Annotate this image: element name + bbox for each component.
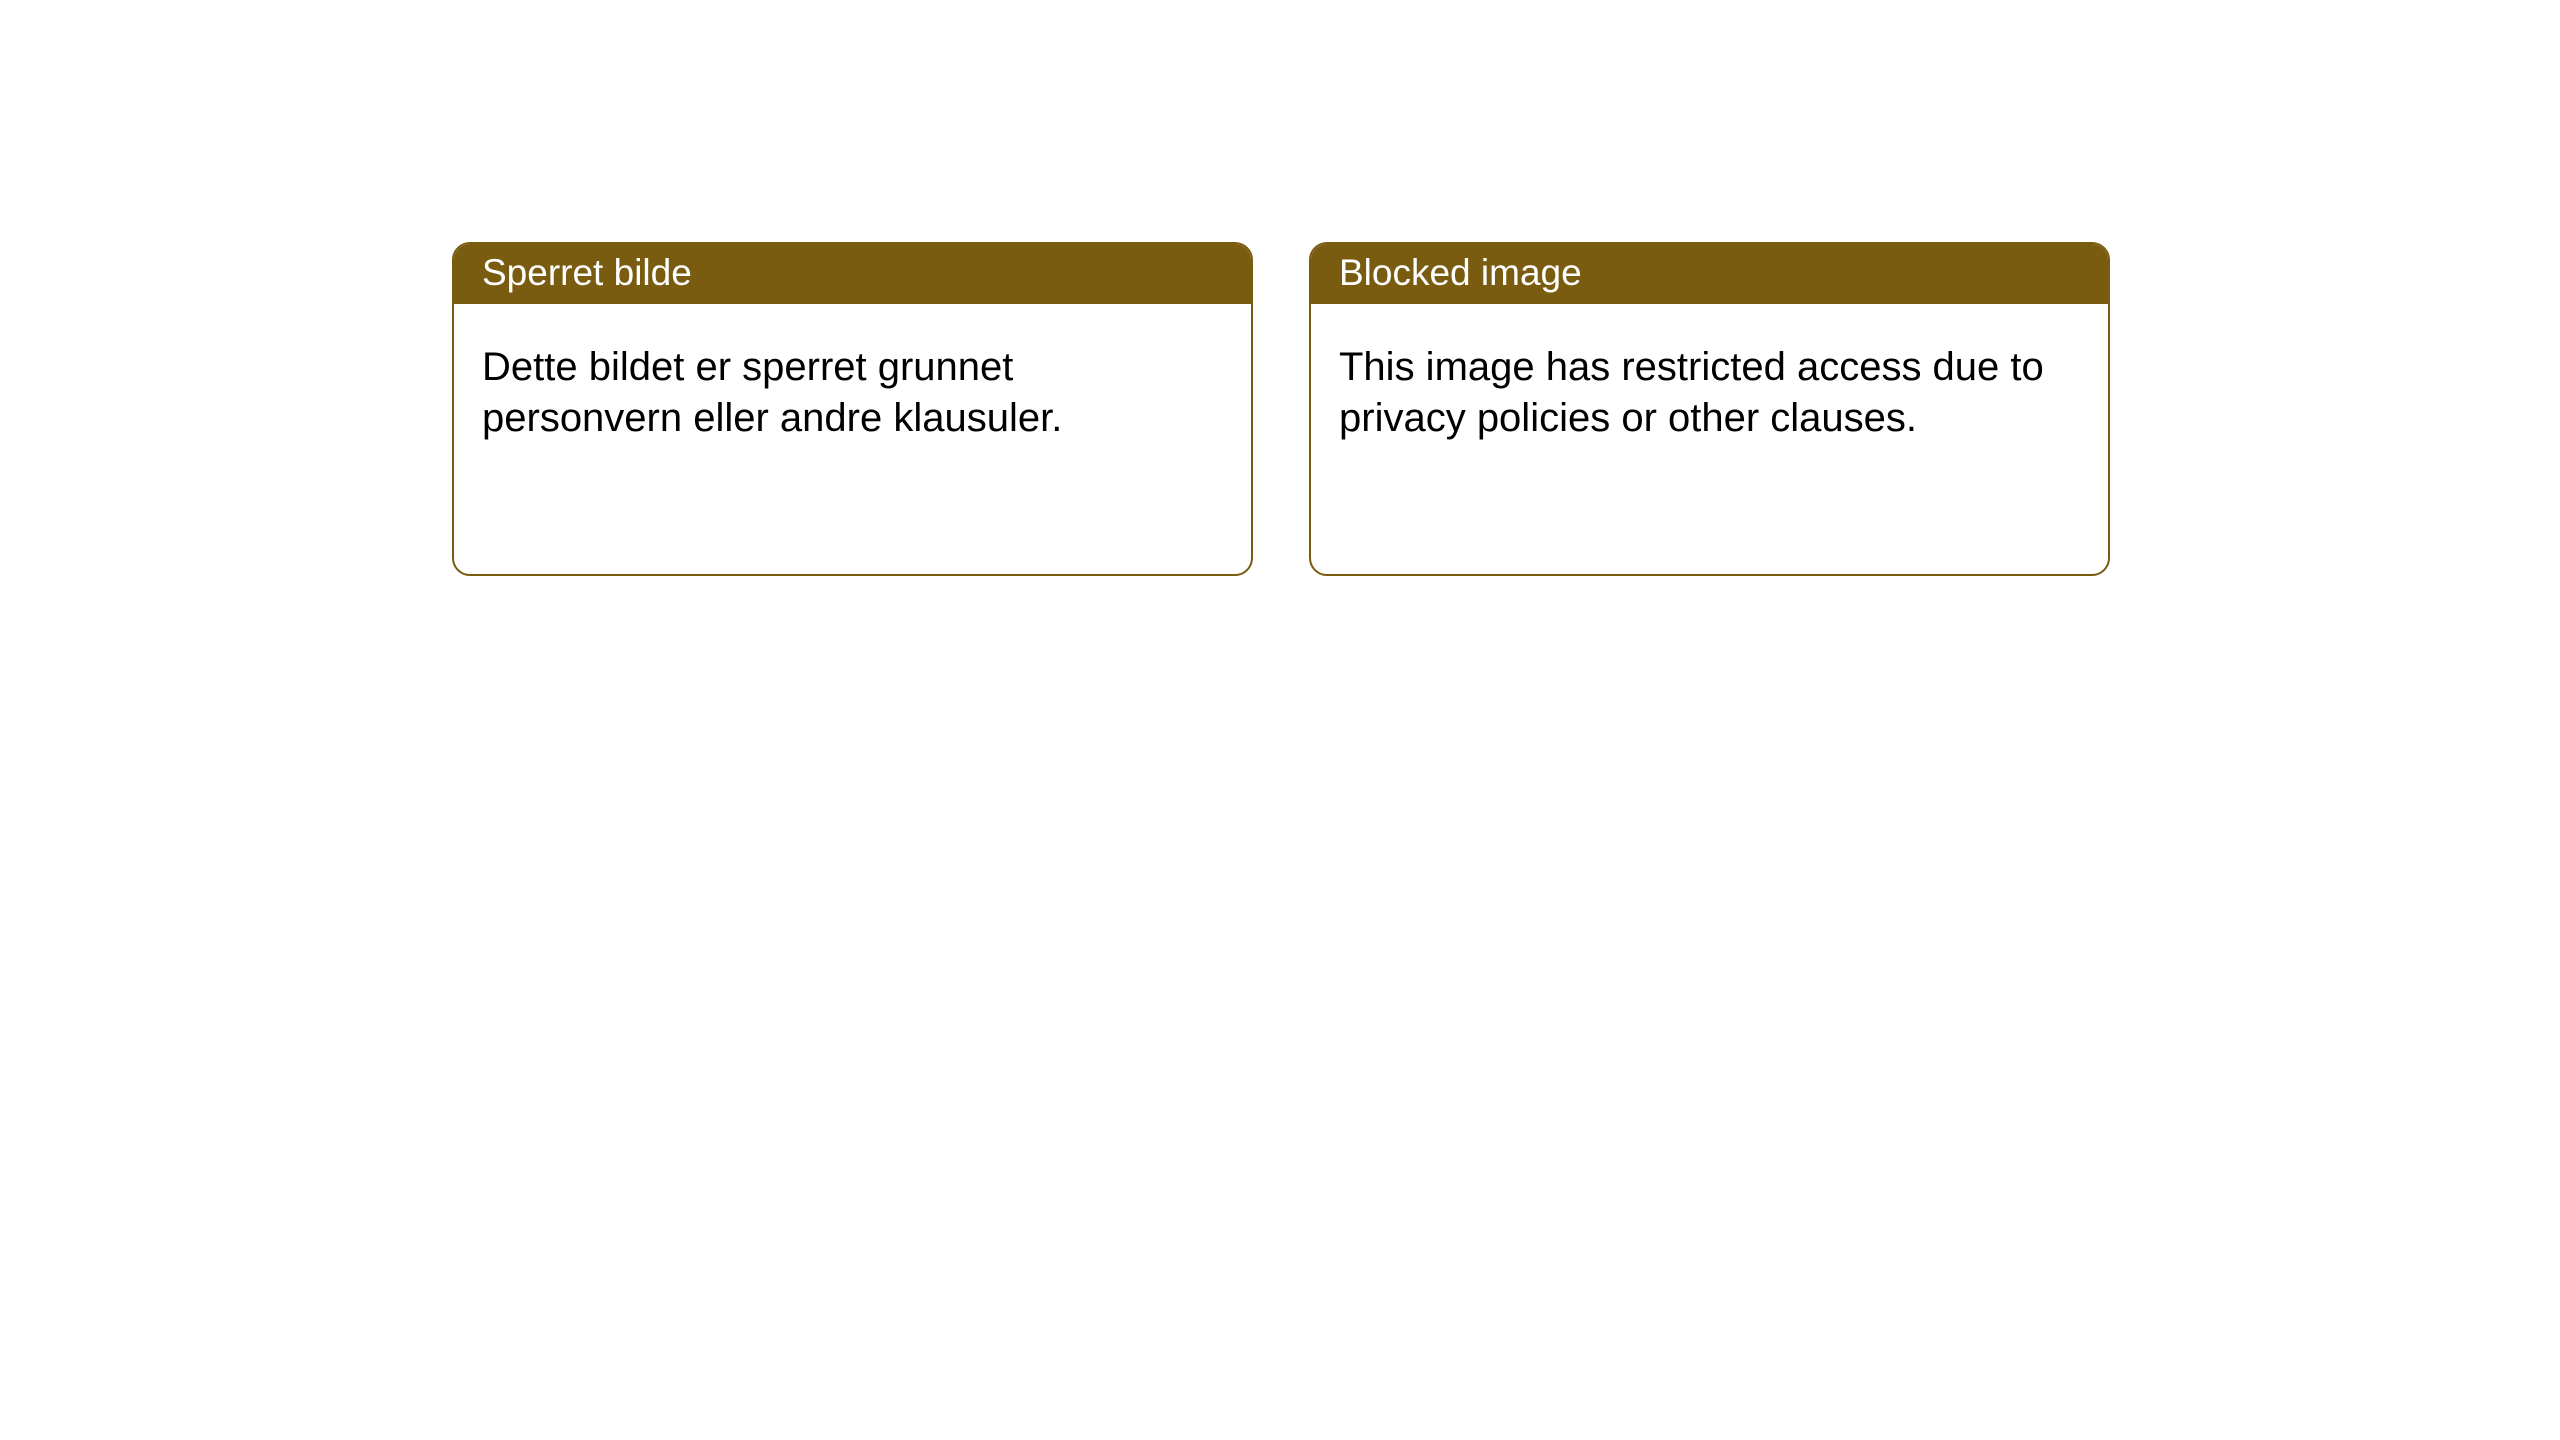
notice-card-title: Blocked image [1311, 244, 2108, 304]
notice-card-no: Sperret bilde Dette bildet er sperret gr… [452, 242, 1253, 576]
notice-card-body: This image has restricted access due to … [1311, 304, 2108, 472]
notice-cards-container: Sperret bilde Dette bildet er sperret gr… [452, 242, 2110, 576]
notice-card-body: Dette bildet er sperret grunnet personve… [454, 304, 1251, 472]
notice-card-title: Sperret bilde [454, 244, 1251, 304]
notice-card-en: Blocked image This image has restricted … [1309, 242, 2110, 576]
